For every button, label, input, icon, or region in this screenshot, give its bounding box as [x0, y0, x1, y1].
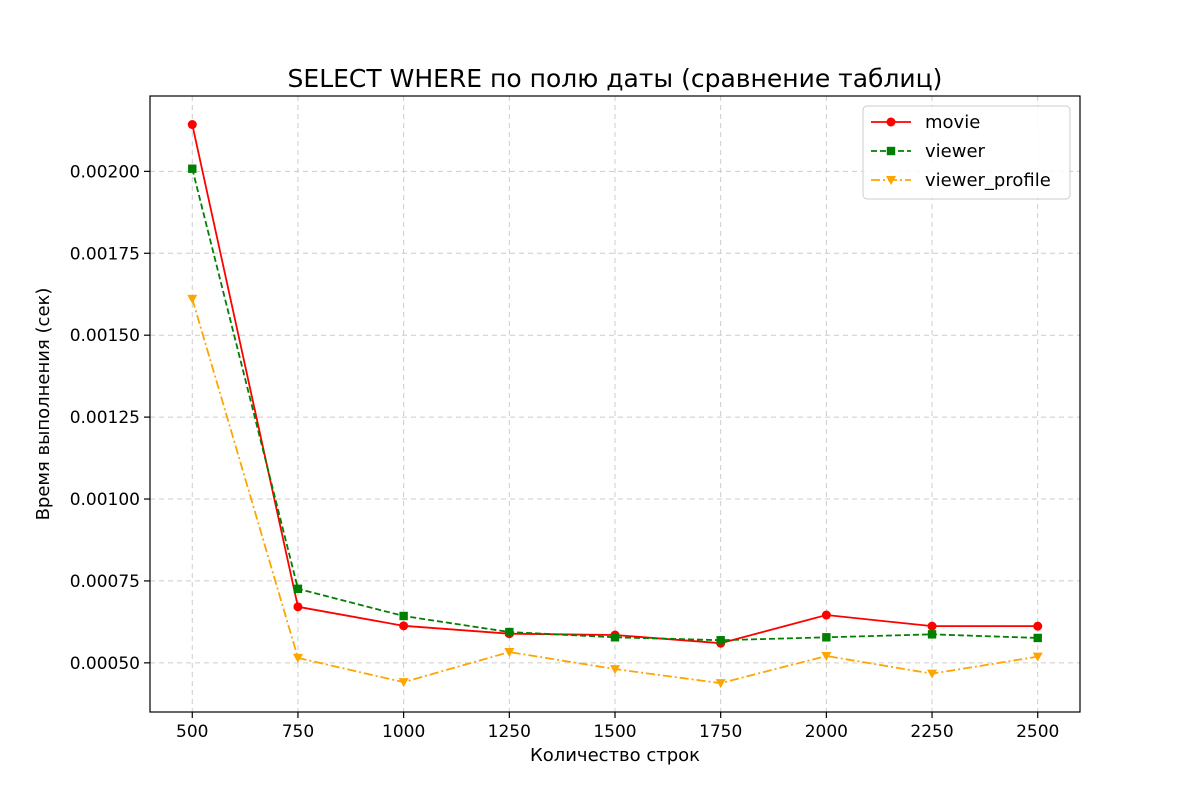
- data-point-viewer_profile: [927, 669, 938, 679]
- data-point-viewer_profile: [715, 679, 726, 689]
- legend-entry-viewer: viewer: [871, 141, 986, 162]
- data-point-viewer: [293, 584, 303, 593]
- axis-ticks: 500 750 1000 1250 1500 1750 2000 2250 2500 0.0005…: [70, 162, 1060, 742]
- legend-marker: [886, 146, 896, 156]
- series-viewer_profile: [187, 294, 1043, 689]
- x-tick-label: 750: [282, 722, 314, 742]
- data-point-viewer_profile: [821, 651, 832, 661]
- data-point-movie: [293, 602, 303, 612]
- data-point-viewer: [188, 164, 197, 173]
- legend: movie viewer viewer_profile: [862, 105, 1071, 200]
- y-tick-label: 0.00100: [70, 490, 140, 510]
- data-point-viewer: [610, 633, 620, 642]
- x-tick-label: 1250: [488, 722, 531, 742]
- legend-marker: [886, 117, 896, 127]
- data-point-viewer: [399, 611, 408, 621]
- data-point-movie: [821, 610, 831, 620]
- series-line-viewer_profile: [191, 298, 1038, 685]
- x-axis-label: Количество строк: [530, 745, 700, 766]
- y-tick-label: 0.00075: [70, 572, 140, 592]
- legend-entry-viewer_profile: viewer_profile: [871, 170, 1051, 191]
- data-point-viewer: [822, 633, 831, 642]
- data-point-viewer: [1033, 633, 1042, 643]
- x-tick-label: 1750: [699, 722, 742, 742]
- legend-entry-movie: movie: [871, 112, 980, 133]
- series-viewer: [188, 164, 1042, 645]
- data-point-viewer_profile: [398, 678, 409, 688]
- data-point-viewer_profile: [504, 648, 515, 658]
- y-tick-label: 0.00050: [70, 654, 140, 674]
- data-point-movie: [399, 621, 409, 631]
- data-point-viewer: [505, 627, 514, 637]
- y-axis-label: Время выполнения (сек): [33, 288, 54, 521]
- x-tick-label: 2500: [1016, 722, 1059, 742]
- data-point-viewer_profile: [610, 665, 620, 675]
- x-tick-label: 2000: [805, 722, 848, 742]
- y-tick-label: 0.00125: [70, 408, 140, 428]
- series-line-viewer: [191, 168, 1038, 642]
- data-point-movie: [187, 120, 197, 130]
- legend-box: [862, 105, 1071, 200]
- y-tick-label: 0.00150: [70, 326, 140, 346]
- legend-label: movie: [925, 112, 980, 133]
- y-tick-label: 0.00200: [70, 162, 140, 182]
- data-point-viewer: [927, 630, 937, 639]
- legend-label: viewer_profile: [925, 170, 1051, 191]
- series-layer: [187, 120, 1043, 689]
- data-point-movie: [1033, 621, 1043, 631]
- data-point-viewer: [716, 636, 725, 645]
- x-tick-label: 1000: [382, 722, 425, 742]
- x-tick-label: 1500: [593, 722, 636, 742]
- data-point-viewer_profile: [187, 294, 198, 304]
- x-tick-label: 500: [176, 722, 208, 742]
- data-point-viewer_profile: [292, 653, 303, 663]
- chart-title: SELECT WHERE по полю даты (сравнение таб…: [288, 64, 943, 93]
- data-point-viewer_profile: [1032, 652, 1043, 662]
- x-tick-label: 2250: [910, 722, 953, 742]
- legend-marker: [886, 176, 896, 185]
- data-point-movie: [927, 621, 937, 631]
- legend-label: viewer: [925, 141, 986, 162]
- y-tick-label: 0.00175: [70, 244, 140, 264]
